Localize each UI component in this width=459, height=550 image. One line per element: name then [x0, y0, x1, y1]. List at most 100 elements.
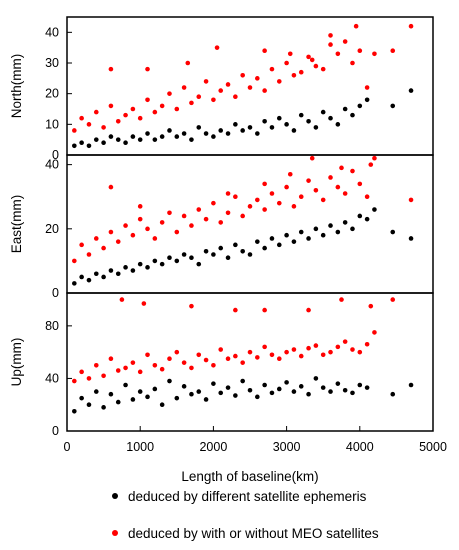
- data-point-black: [276, 386, 282, 392]
- data-point-black: [93, 271, 99, 277]
- data-point-black: [189, 255, 194, 260]
- data-point-red: [130, 106, 136, 112]
- data-point-red: [159, 220, 165, 225]
- data-point-black: [255, 239, 260, 244]
- data-point-red: [181, 213, 187, 219]
- data-point-red: [174, 106, 180, 112]
- data-point-black: [108, 268, 114, 273]
- data-point-black: [93, 389, 99, 394]
- data-point-black: [211, 134, 216, 139]
- data-point-black: [350, 226, 355, 232]
- x-tick-label: 2000: [199, 440, 227, 454]
- data-point-black: [276, 242, 282, 248]
- data-point-red: [372, 155, 377, 161]
- data-point-red: [353, 23, 359, 29]
- y-axis-title: North(mm): [9, 54, 24, 119]
- data-point-red: [357, 349, 363, 355]
- data-point-red: [262, 48, 267, 54]
- data-point-red: [108, 184, 114, 190]
- data-point-red: [287, 171, 293, 177]
- data-point-black: [320, 109, 326, 115]
- data-point-red: [306, 178, 311, 183]
- data-point-red: [145, 97, 150, 103]
- data-point-black: [167, 378, 172, 384]
- data-point-black: [233, 393, 238, 398]
- data-point-red: [101, 373, 106, 379]
- data-point-red: [137, 115, 143, 121]
- data-point-red: [115, 368, 121, 373]
- data-point-red: [123, 365, 128, 371]
- data-point-red: [240, 72, 245, 78]
- y-tick-label: 80: [45, 319, 59, 333]
- data-point-black: [408, 88, 414, 93]
- data-point-black: [342, 106, 348, 112]
- data-point-black: [145, 394, 150, 400]
- data-point-black: [320, 232, 326, 238]
- data-point-black: [328, 389, 333, 394]
- data-point-red: [306, 345, 311, 351]
- data-point-black: [123, 265, 128, 270]
- data-point-red: [72, 128, 77, 133]
- data-point-black: [233, 242, 238, 248]
- data-point-black: [390, 229, 396, 235]
- data-point-red: [364, 341, 370, 347]
- x-tick-label: 4000: [346, 440, 374, 454]
- data-point-black: [174, 395, 180, 401]
- data-point-red: [167, 210, 172, 216]
- data-point-red: [145, 352, 150, 358]
- data-point-black: [196, 389, 202, 394]
- data-point-red: [320, 197, 326, 203]
- data-point-red: [335, 344, 341, 350]
- data-point-black: [390, 391, 396, 397]
- y-tick-label: 40: [45, 158, 59, 172]
- data-point-black: [137, 137, 143, 142]
- data-point-red: [152, 236, 158, 241]
- data-point-red: [145, 66, 150, 72]
- data-point-black: [196, 261, 202, 267]
- data-point-black: [262, 245, 267, 251]
- data-point-red: [233, 94, 238, 100]
- data-point-red: [167, 356, 172, 362]
- data-point-red: [196, 94, 202, 100]
- data-point-red: [159, 103, 165, 109]
- data-point-red: [313, 343, 319, 348]
- data-point-red: [342, 39, 348, 44]
- data-point-black: [181, 131, 187, 136]
- data-point-black: [335, 229, 341, 235]
- data-point-red: [357, 48, 363, 54]
- data-point-black: [72, 408, 77, 414]
- y-tick-label: 0: [52, 148, 59, 162]
- data-point-black: [342, 387, 348, 393]
- data-point-black: [145, 131, 150, 136]
- data-point-black: [101, 140, 106, 146]
- data-point-black: [79, 140, 84, 146]
- data-point-red: [284, 184, 289, 190]
- data-point-black: [211, 252, 216, 257]
- data-point-black: [196, 125, 202, 130]
- data-point-black: [357, 382, 363, 388]
- data-point-red: [233, 353, 238, 359]
- data-point-red: [115, 118, 121, 124]
- data-point-red: [115, 239, 121, 244]
- data-point-black: [335, 381, 341, 386]
- data-point-red: [225, 191, 231, 196]
- data-point-red: [86, 122, 92, 127]
- data-point-red: [309, 57, 315, 63]
- x-axis-title: Length of baseline(km): [181, 469, 318, 484]
- data-point-red: [130, 232, 136, 238]
- data-point-red: [203, 216, 209, 222]
- data-point-red: [313, 188, 319, 193]
- data-point-black: [72, 143, 77, 149]
- data-point-red: [313, 63, 319, 69]
- data-point-black: [284, 232, 289, 238]
- data-point-red: [262, 181, 267, 187]
- data-point-red: [255, 76, 260, 81]
- data-point-red: [284, 60, 289, 66]
- data-point-red: [189, 303, 194, 309]
- data-point-black: [269, 390, 275, 396]
- data-point-red: [408, 23, 414, 29]
- data-point-black: [189, 391, 194, 397]
- data-point-red: [269, 352, 275, 358]
- data-point-red: [225, 356, 231, 362]
